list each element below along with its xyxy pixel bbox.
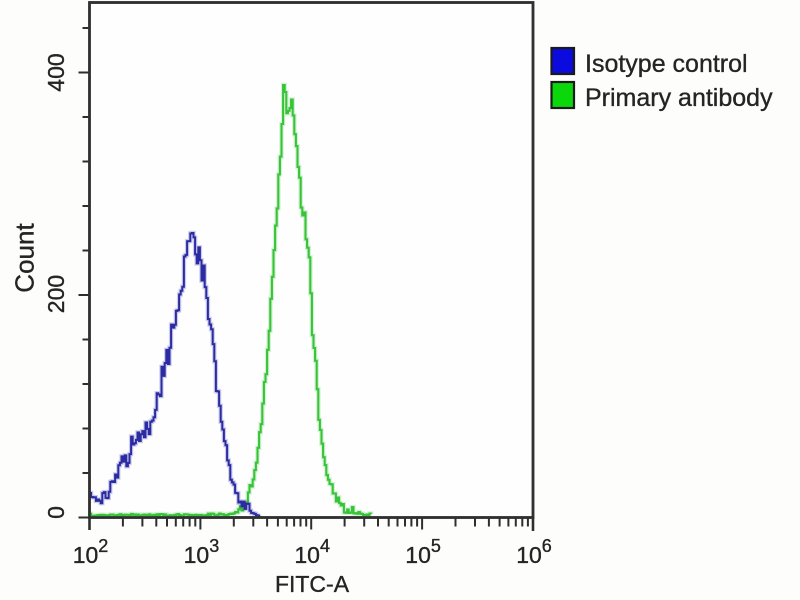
svg-text:0: 0: [43, 506, 69, 519]
svg-text:200: 200: [43, 275, 69, 313]
svg-text:104: 104: [294, 536, 330, 568]
svg-text:Count: Count: [10, 223, 40, 293]
svg-text:102: 102: [73, 536, 109, 568]
svg-text:Isotype control: Isotype control: [585, 50, 748, 78]
svg-text:FITC-A: FITC-A: [275, 571, 350, 597]
svg-text:400: 400: [43, 53, 69, 91]
svg-text:Primary antibody: Primary antibody: [585, 84, 773, 112]
